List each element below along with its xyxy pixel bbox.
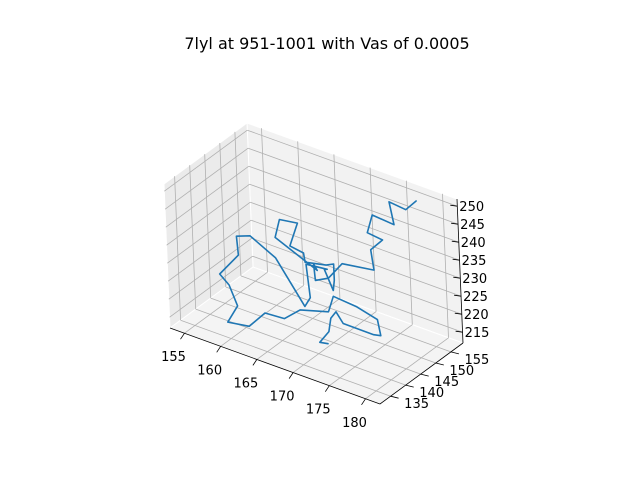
grid-line-x <box>405 180 413 325</box>
grid-line-z <box>167 201 251 264</box>
y-tick-label: 155 <box>464 353 489 368</box>
grid-line-y <box>240 275 452 353</box>
grid-line-z <box>166 183 250 246</box>
grid-line-x <box>184 271 268 334</box>
axis-lines <box>169 198 464 405</box>
z-tick-mark <box>455 330 463 333</box>
grid-line-z <box>164 147 249 210</box>
grid-line-y <box>225 286 436 364</box>
x-tick-mark <box>324 385 330 392</box>
z-tick-mark <box>454 294 462 297</box>
x-tick-mark <box>288 372 294 379</box>
y-axis-line <box>379 342 464 405</box>
x-tick-mark <box>252 359 258 366</box>
grid-line-z <box>165 165 250 228</box>
grid-line-z <box>250 201 461 279</box>
y-tick-label: 145 <box>434 375 459 390</box>
x-tick-label: 170 <box>270 390 295 405</box>
y-tick-mark <box>435 362 444 366</box>
grid-line-y <box>234 131 242 276</box>
z-tick-label: 230 <box>462 272 487 287</box>
grid-line-y <box>174 176 181 321</box>
grid-line-x <box>329 324 413 387</box>
z-tick-label: 250 <box>459 200 484 215</box>
z-tick-label: 245 <box>460 218 485 233</box>
chart-title: 7lyl at 951-1001 with Vas of 0.0005 <box>184 34 469 53</box>
z-tick-mark <box>452 258 460 261</box>
grid-line-x <box>365 337 449 400</box>
x-tick-mark <box>180 332 185 340</box>
x-tick-label: 160 <box>197 363 222 378</box>
z-tick-mark <box>450 204 458 207</box>
series-line <box>218 200 417 345</box>
z-tick-label: 225 <box>463 290 488 305</box>
z-tick-label: 220 <box>464 308 489 323</box>
x-axis-line <box>169 327 381 405</box>
grid-line-y <box>180 319 391 397</box>
x-tick-label: 180 <box>342 416 367 431</box>
axis-ticks: 1551601651701751801351401451501552152202… <box>161 200 489 431</box>
x-tick-label: 155 <box>161 350 186 365</box>
grid-line-y <box>204 154 212 299</box>
y-tick-label: 135 <box>404 397 429 412</box>
grid-line-x <box>256 298 341 360</box>
grid-line-z <box>248 165 459 243</box>
y-tick-mark <box>390 395 399 399</box>
grid-line-x <box>369 167 377 312</box>
x-tick-mark <box>361 398 366 406</box>
grid-line-z <box>247 129 458 207</box>
y-tick-mark <box>405 384 414 388</box>
grid-line-x <box>261 128 268 273</box>
x-tick-label: 175 <box>306 403 331 418</box>
grid-line-x <box>442 193 449 338</box>
grid-line-x <box>333 154 341 299</box>
y-tick-mark <box>450 351 459 355</box>
z-tick-label: 240 <box>461 236 486 251</box>
grid-line-y <box>219 142 227 288</box>
axis-grid <box>164 128 463 400</box>
grid-line-z <box>251 237 462 315</box>
z-tick-mark <box>451 222 459 225</box>
z-tick-label: 215 <box>465 326 490 341</box>
grid-line-z <box>247 147 459 225</box>
y-tick-mark <box>420 373 429 377</box>
grid-line-x <box>297 141 305 286</box>
z-axis-line <box>456 198 464 344</box>
y-tick-label: 140 <box>419 386 444 401</box>
grid-line-z <box>252 255 463 333</box>
axis-panes <box>163 122 465 405</box>
grid-line-x <box>292 311 377 373</box>
z-tick-mark <box>453 276 461 279</box>
grid-line-y <box>195 308 406 386</box>
series-group <box>218 200 417 345</box>
grid-line-z <box>164 129 248 192</box>
grid-line-z <box>169 255 253 318</box>
y-tick-label: 150 <box>449 364 474 379</box>
grid-line-z <box>249 183 460 261</box>
grid-line-z <box>167 219 252 282</box>
z-tick-label: 235 <box>462 254 487 269</box>
grid-line-y <box>189 165 197 310</box>
z-tick-mark <box>451 240 459 243</box>
z-tick-mark <box>454 312 462 315</box>
x-tick-mark <box>216 346 222 353</box>
x-tick-label: 165 <box>233 376 258 391</box>
grid-line-z <box>250 219 462 297</box>
grid-line-y <box>210 297 421 375</box>
